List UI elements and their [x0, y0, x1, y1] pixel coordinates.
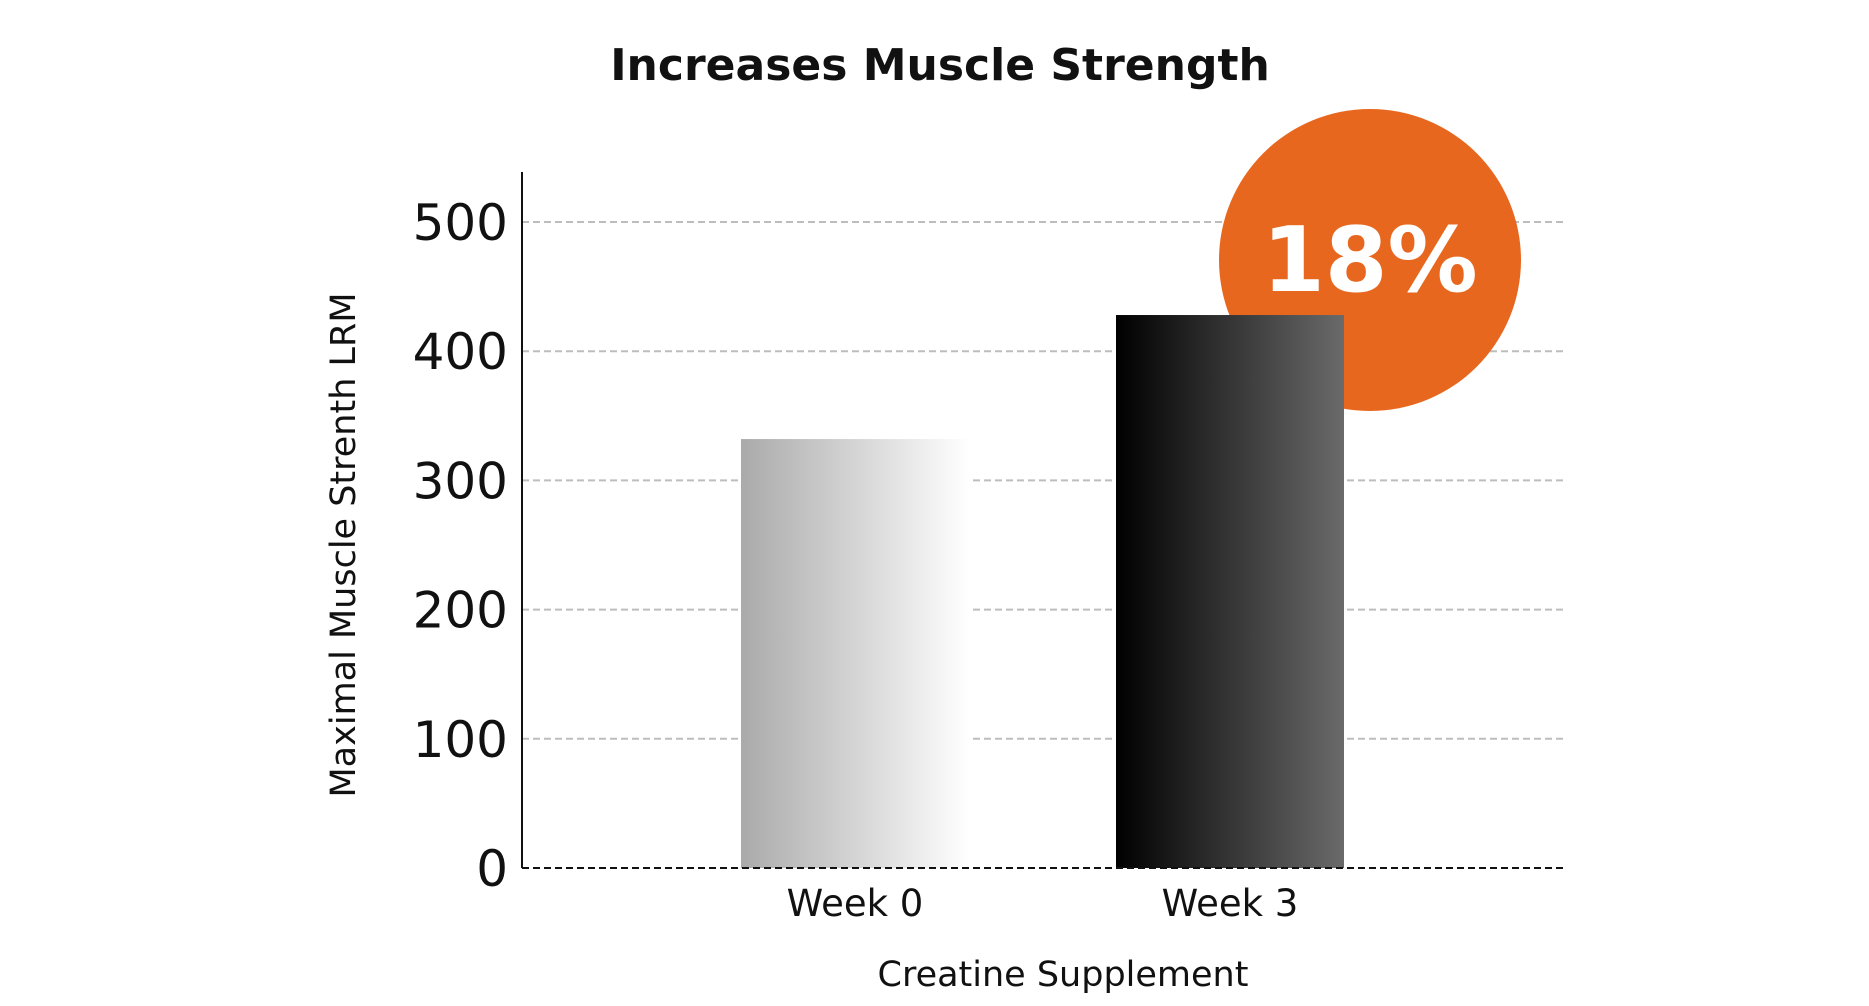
gridlines	[522, 221, 1563, 740]
axes	[521, 172, 1563, 869]
x-tick-label: Week 3	[1162, 882, 1299, 925]
annotation-text-group: 18%	[1262, 208, 1477, 313]
bar-week-3	[1116, 315, 1344, 868]
y-axis-label: Maximal Muscle Strenth LRM	[324, 292, 364, 797]
bar-week-0	[741, 439, 969, 868]
y-tick-labels: 0 100 200 300 400 500	[413, 194, 508, 898]
x-tick-label: Week 0	[787, 882, 924, 925]
y-tick-label: 200	[413, 582, 508, 640]
bars	[741, 315, 1344, 868]
chart-title: Increases Muscle Strength	[610, 40, 1270, 91]
y-tick-label: 500	[413, 194, 508, 252]
y-tick-label: 0	[476, 840, 508, 898]
percent-badge-label: 18%	[1262, 208, 1477, 313]
y-tick-label: 100	[413, 711, 508, 769]
x-tick-labels: Week 0 Week 3	[787, 882, 1299, 925]
x-axis-label: Creatine Supplement	[878, 955, 1249, 995]
y-tick-label: 400	[413, 323, 508, 381]
y-tick-label: 300	[413, 452, 508, 510]
